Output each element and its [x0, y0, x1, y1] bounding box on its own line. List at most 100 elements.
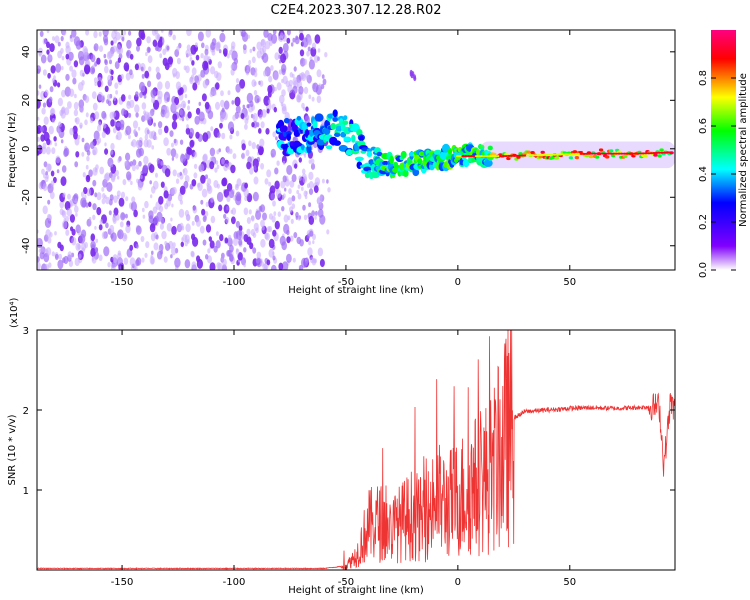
spectrogram-core-blob: [606, 152, 611, 155]
spectrogram-noise-blob: [112, 254, 118, 263]
spectrogram-noise-blob: [244, 123, 248, 130]
spectrogram-core-blob: [662, 151, 667, 154]
spectrogram-noise-blob: [143, 155, 149, 165]
spectrogram-noise-blob: [123, 234, 127, 240]
spectrogram-core-blob: [555, 153, 559, 156]
spectrogram-noise-blob: [160, 161, 164, 166]
spectrogram-noise-blob: [272, 255, 276, 261]
spectrogram-core-blob: [654, 151, 659, 154]
spectrogram-noise-blob: [186, 44, 191, 51]
spectrogram-noise-blob: [135, 243, 139, 249]
spectrogram-noise-blob: [113, 96, 116, 102]
spectrogram-track-blob: [342, 120, 349, 125]
spectrogram-noise-blob: [251, 56, 256, 64]
spectrogram-noise-blob: [201, 42, 205, 49]
spectrogram-core-blob: [525, 154, 530, 157]
spectrogram-noise-blob: [322, 78, 327, 86]
spectrogram-noise-blob: [247, 34, 250, 39]
spectrogram-noise-blob: [270, 148, 276, 158]
spectrogram-noise-blob: [191, 60, 195, 66]
spectrogram-noise-blob: [179, 171, 182, 176]
spectrogram-noise-blob: [299, 264, 304, 270]
spectrogram-noise-blob: [223, 189, 230, 198]
spectrogram-track-blob: [598, 148, 604, 152]
spectrogram-noise-blob: [205, 201, 209, 207]
spectrogram-noise-blob: [184, 209, 190, 217]
spectrogram-noise-blob: [69, 65, 73, 72]
spectrogram-noise-blob: [235, 83, 241, 93]
spectrogram-track-blob: [476, 148, 481, 157]
spectrogram-noise-blob: [37, 256, 40, 263]
spectrogram-core-blob: [633, 152, 637, 155]
spectrogram-track-blob: [286, 133, 291, 142]
spectrogram-noise-blob: [187, 111, 192, 119]
spectrogram-noise-blob: [171, 142, 174, 148]
spectrogram-noise-blob: [139, 81, 145, 92]
spectrogram-track-blob: [657, 154, 662, 158]
spectrogram-noise-blob: [260, 238, 266, 248]
spectrogram-noise-blob: [134, 104, 140, 114]
snr-xtick-label: -150: [111, 577, 134, 588]
spectrogram-noise-blob: [130, 141, 134, 147]
spectrogram-noise-blob: [294, 36, 300, 45]
spectrogram-noise-blob: [180, 153, 186, 164]
spectrogram-noise-blob: [152, 39, 158, 47]
spectrogram-noise-blob: [259, 138, 265, 148]
spectrogram-noise-blob: [57, 97, 64, 107]
spectrogram-noise-blob: [266, 108, 270, 114]
spectrogram-noise-blob: [206, 182, 209, 187]
spectrogram-noise-blob: [192, 82, 198, 91]
spectrogram-noise-blob: [55, 155, 61, 164]
spectrogram-core-blob: [528, 154, 533, 157]
spectrogram-noise-blob: [96, 192, 102, 201]
spectrogram-noise-blob: [264, 232, 269, 240]
spectrogram-noise-blob: [101, 110, 107, 119]
spectrogram-noise-blob: [83, 48, 89, 56]
spectrogram-noise-blob: [282, 42, 289, 53]
spectrogram-track-blob: [605, 155, 610, 159]
track-halo: [480, 141, 675, 169]
spectrogram-noise-blob: [209, 161, 215, 170]
spectrogram-noise-blob: [148, 131, 154, 139]
spectrogram-core-blob: [587, 152, 592, 155]
spectrogram-track-blob: [332, 109, 338, 118]
spectrogram-noise-blob: [275, 189, 282, 198]
spectrogram-noise-blob: [185, 223, 191, 233]
spectrogram-noise-blob: [253, 165, 257, 171]
spectrogram-noise-blob: [90, 233, 96, 242]
spectrogram-track-blob: [351, 134, 356, 143]
spectrogram-noise-blob: [281, 261, 289, 270]
spectrogram-noise-blob: [137, 182, 143, 191]
spectrogram-core-blob: [582, 152, 586, 155]
spectrogram-noise-blob: [233, 57, 238, 65]
spectrogram-noise-blob: [179, 87, 184, 95]
spectrogram-noise-blob: [119, 119, 125, 128]
spectrogram-noise-blob: [268, 75, 273, 83]
spectrogram-core-blob: [474, 155, 479, 158]
spectrogram-noise-blob: [321, 74, 325, 79]
spectrogram-noise-blob: [274, 180, 280, 190]
spectrogram-noise-blob: [299, 32, 304, 41]
spectrogram-track-blob: [292, 123, 298, 132]
spectrogram-noise-blob: [267, 32, 273, 42]
spectrogram-noise-blob: [326, 229, 330, 235]
spectrogram-noise-blob: [61, 165, 67, 173]
spectrogram-noise-blob: [287, 197, 293, 206]
spectrogram-core-blob: [534, 154, 538, 157]
spectrogram-noise-blob: [279, 94, 285, 104]
spectrogram-noise-blob: [268, 181, 272, 187]
spectrogram-noise-blob: [274, 220, 280, 230]
spectrogram-noise-blob: [210, 126, 214, 132]
spectrogram-noise-blob: [106, 99, 110, 104]
spectrogram-noise-blob: [216, 191, 224, 203]
spectrogram-noise-blob: [306, 50, 310, 57]
spectrogram-noise-blob: [260, 219, 265, 228]
spectrogram-noise-blob: [130, 201, 137, 212]
spectrogram-noise-blob: [246, 228, 251, 236]
spectrogram-noise-blob: [303, 58, 308, 66]
spectrogram-noise-blob: [275, 136, 278, 141]
spectrogram-noise-blob: [43, 116, 49, 125]
spectrogram-noise-blob: [191, 179, 197, 187]
spectrogram-noise-blob: [181, 117, 185, 122]
spectrogram-noise-blob: [246, 92, 254, 104]
